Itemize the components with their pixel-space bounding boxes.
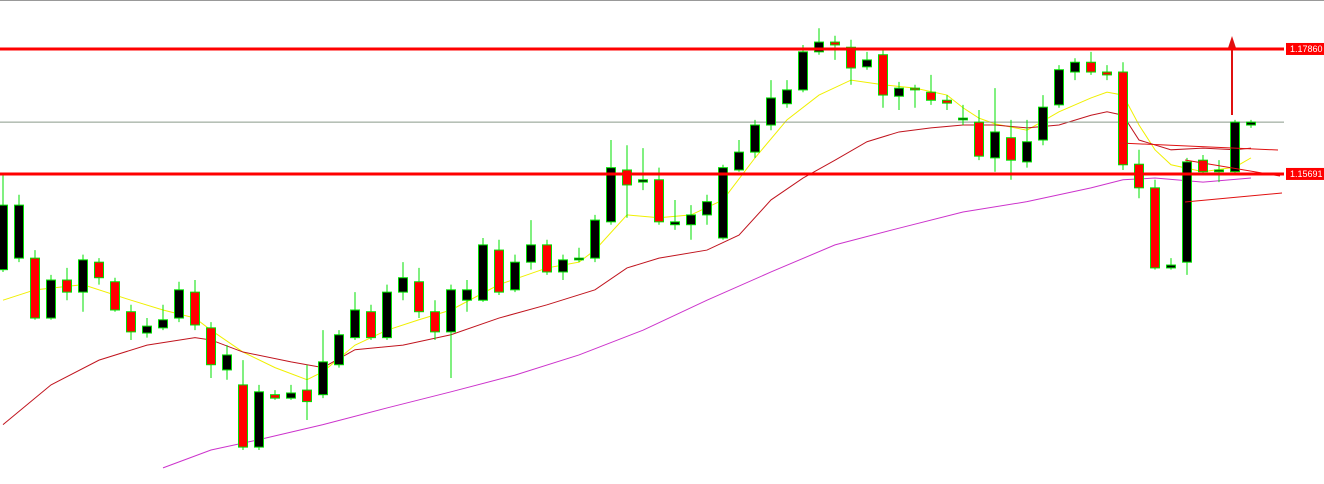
candle-body: [190, 291, 200, 326]
candle-body: [686, 214, 696, 226]
candle-body: [1102, 71, 1112, 76]
candle-body: [814, 41, 824, 53]
candle-body: [270, 394, 280, 399]
candle-body: [446, 289, 456, 333]
candle-body: [942, 99, 952, 104]
level-label: 1.15691: [1290, 169, 1323, 179]
candle-body: [846, 46, 856, 69]
candle-body: [126, 311, 136, 333]
candle-body: [510, 261, 520, 291]
candle-body: [1086, 61, 1096, 73]
candle-body: [1038, 106, 1048, 141]
candle-body: [702, 201, 712, 216]
candle-body: [558, 259, 568, 273]
candle-body: [974, 121, 984, 157]
candle-body: [398, 277, 408, 293]
trend-line: [1119, 142, 1279, 151]
candle-body: [670, 221, 680, 226]
candle-body: [894, 87, 904, 97]
candle-body: [238, 384, 248, 448]
candle-body: [110, 281, 120, 311]
candle-body: [1022, 141, 1032, 163]
candle-body: [318, 361, 328, 396]
candle-body: [958, 117, 968, 121]
candle-body: [926, 91, 936, 101]
candle-body: [62, 279, 72, 293]
candle-body: [94, 261, 104, 279]
candle-body: [414, 281, 424, 313]
candle-body: [206, 327, 216, 366]
candle-body: [430, 311, 440, 333]
candle-body: [142, 325, 152, 334]
candle-body: [462, 289, 472, 301]
candle-body: [1246, 121, 1256, 126]
candle-body: [46, 279, 56, 319]
candle-body: [1006, 137, 1016, 161]
level-label-box: [1286, 42, 1324, 55]
plot: [0, 28, 1284, 469]
candle-body: [622, 169, 632, 186]
candle-body: [1118, 71, 1128, 166]
level-label-box: [1286, 167, 1324, 180]
candle-body: [606, 167, 616, 223]
candle-body: [910, 87, 920, 91]
candle-body: [1070, 61, 1080, 73]
candle-body: [1214, 169, 1224, 173]
candle-body: [158, 319, 168, 329]
candle-body: [766, 97, 776, 126]
candle-body: [830, 41, 840, 46]
candle-body: [30, 257, 40, 319]
candle-body: [1166, 264, 1176, 269]
candle-body: [862, 59, 872, 68]
candle-body: [222, 354, 232, 371]
candle-body: [366, 311, 376, 339]
candle-body: [350, 309, 360, 339]
candle-body: [590, 219, 600, 259]
candle-body: [526, 244, 536, 263]
candle-body: [254, 391, 264, 448]
candle-body: [718, 167, 728, 239]
candle-body: [654, 179, 664, 223]
candle-body: [750, 124, 760, 153]
candle-body: [878, 54, 888, 96]
candle-body: [1054, 69, 1064, 106]
candle-body: [782, 89, 792, 105]
candle-body: [574, 257, 584, 261]
candle-body: [798, 51, 808, 91]
candle-body: [174, 289, 184, 319]
moving-average: [162, 177, 1252, 469]
candle-body: [734, 151, 744, 171]
candle-body: [14, 204, 24, 259]
candle-body: [0, 204, 8, 271]
candle-body: [78, 259, 88, 293]
candle-body: [1134, 163, 1144, 189]
candle-body: [1150, 187, 1160, 269]
candle-body: [1230, 121, 1240, 173]
level-label: 1.17860: [1290, 44, 1323, 54]
candle-body: [542, 244, 552, 273]
candle-body: [1182, 161, 1192, 263]
candle-body: [990, 131, 1000, 159]
arrow-head: [1228, 36, 1236, 48]
moving-average: [2, 111, 1252, 426]
candle-body: [478, 244, 488, 301]
candle-body: [302, 389, 312, 403]
candle-body: [494, 249, 504, 293]
candle-body: [334, 334, 344, 366]
candle-body: [286, 392, 296, 399]
candle-body: [638, 179, 648, 183]
candle-body: [382, 291, 392, 339]
candle-body: [1198, 159, 1208, 173]
trend-line: [1184, 192, 1283, 203]
